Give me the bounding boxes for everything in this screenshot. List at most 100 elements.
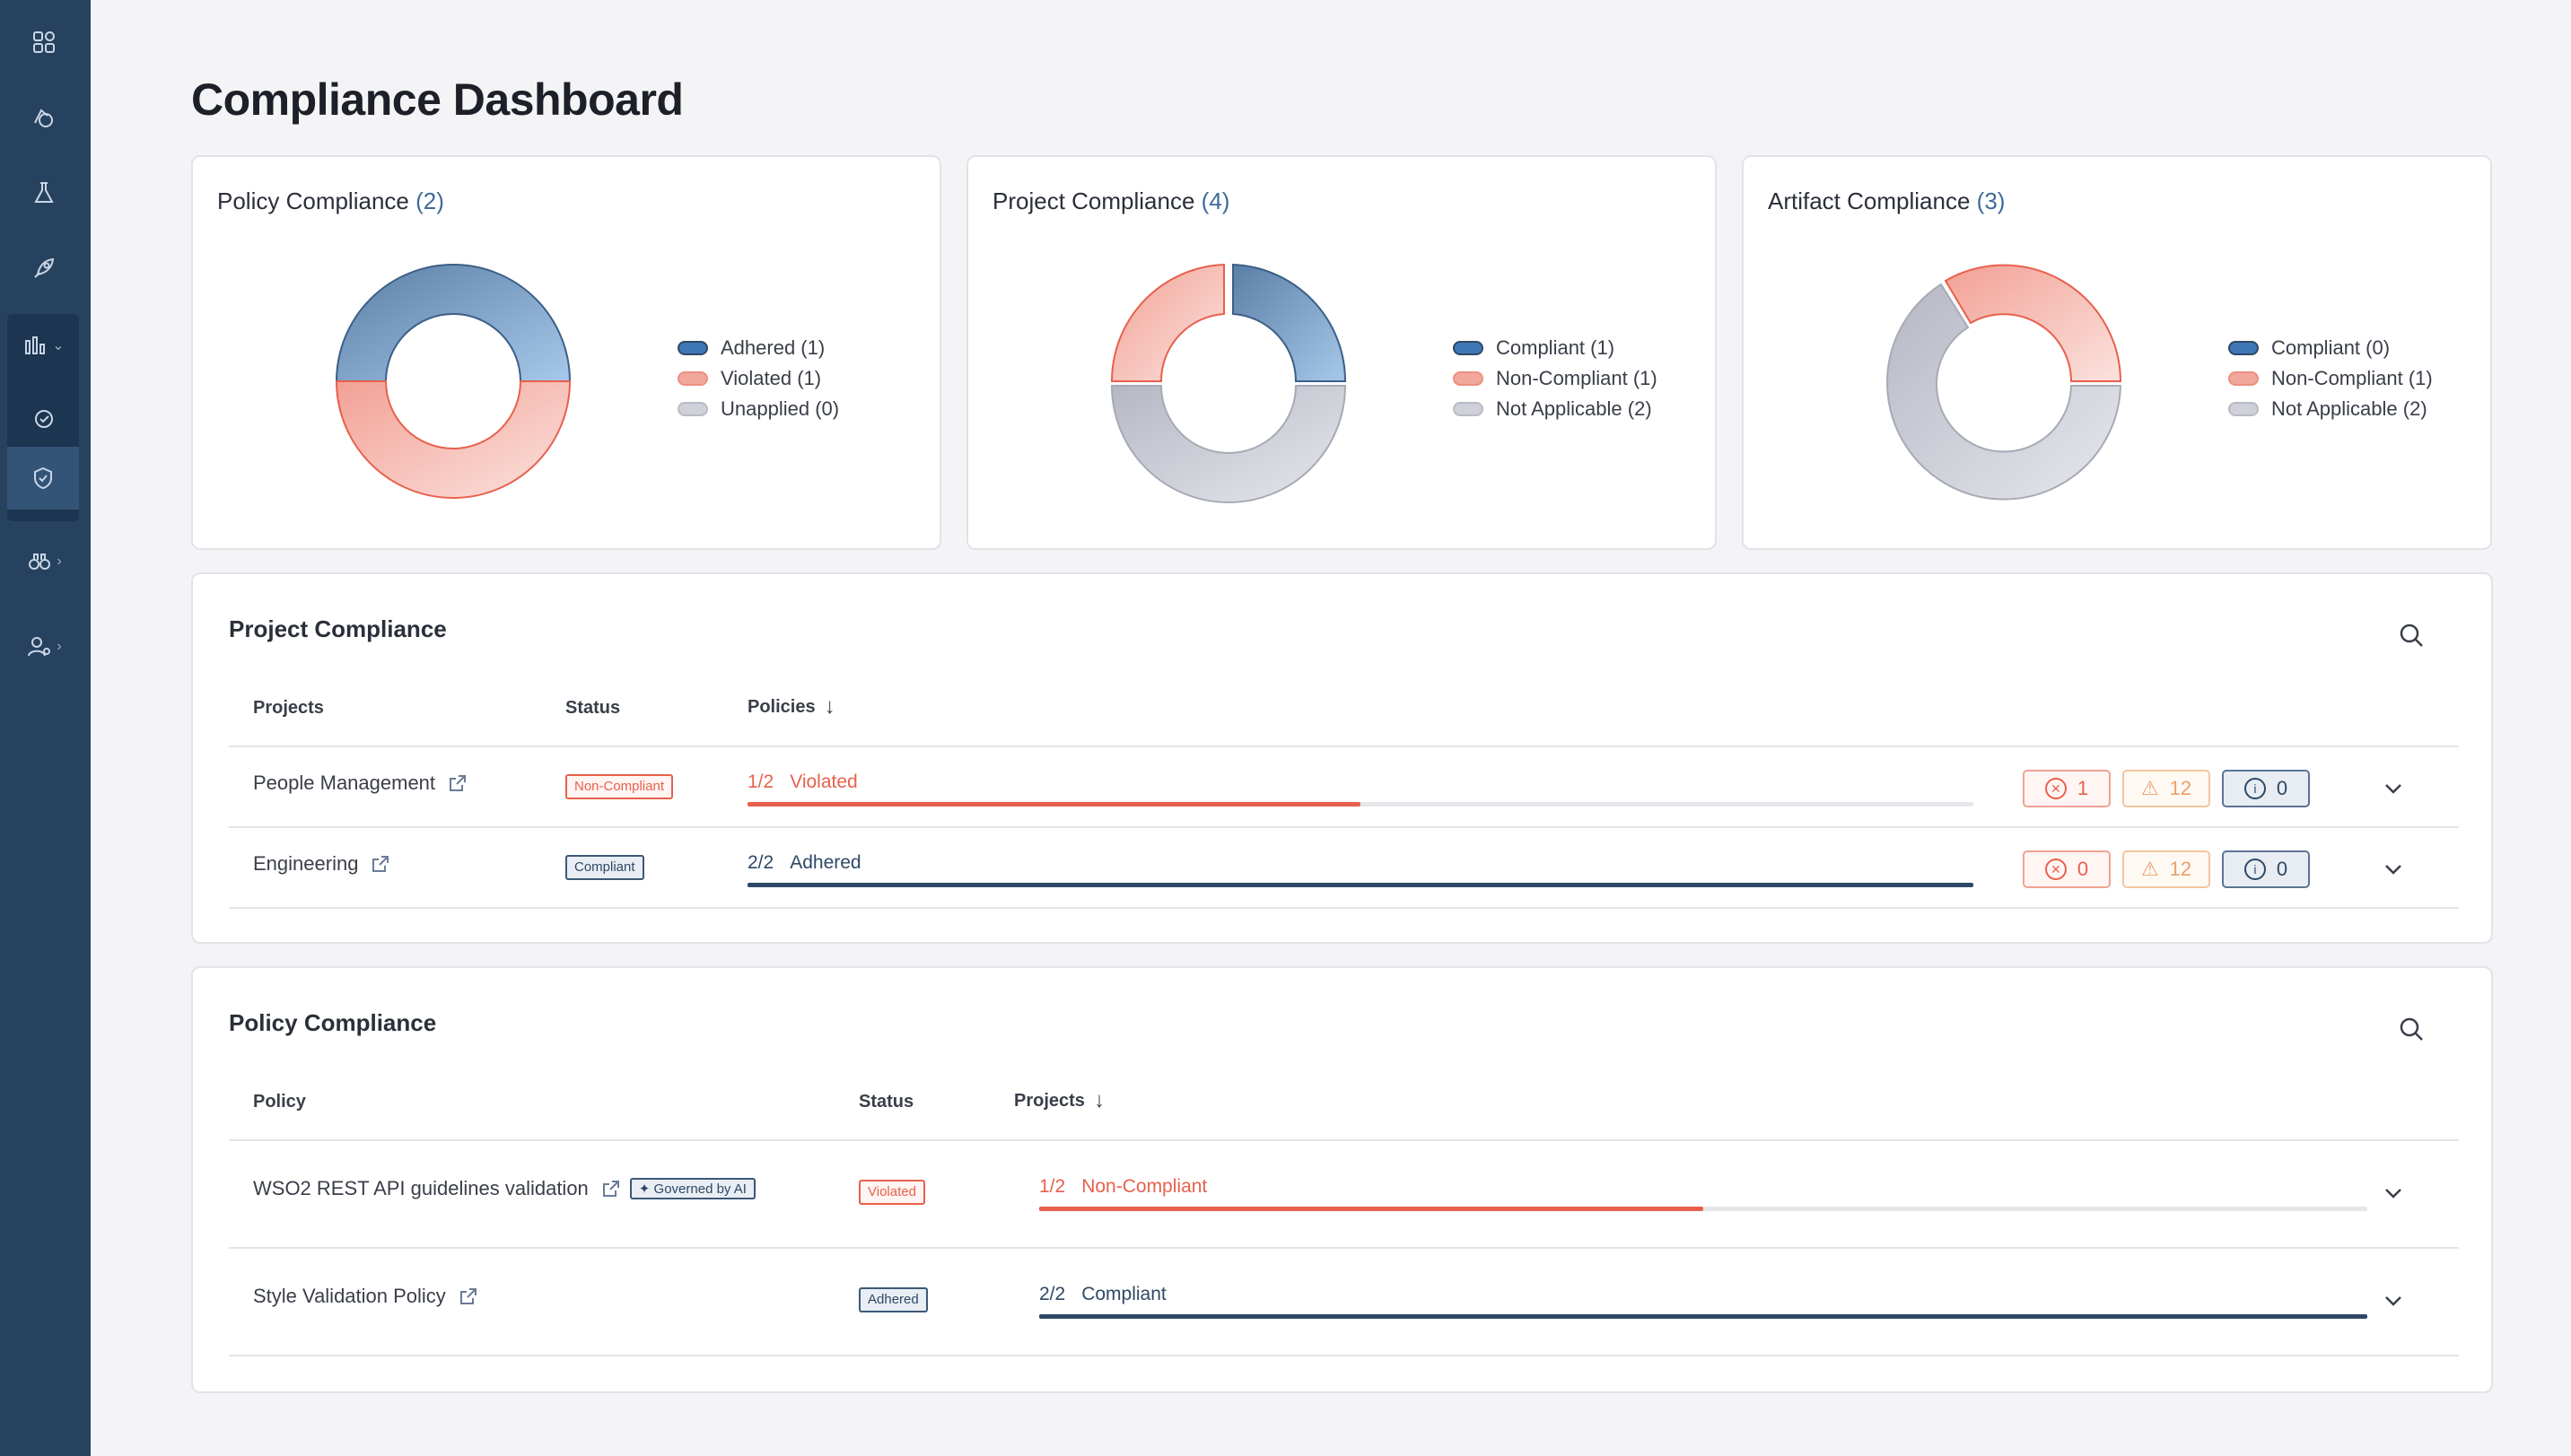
info-icon: i (2243, 778, 2266, 799)
user-settings-icon (28, 637, 51, 657)
policy-compliance-summary-card: Policy Compliance (2) Adhered (1) Violat… (191, 155, 941, 550)
project-compliance-summary-card: Project Compliance (4) Compliant (1) Non… (966, 155, 1717, 550)
divider (229, 745, 2459, 747)
info-icon: i (2243, 859, 2266, 880)
chevron-down-icon (2385, 1189, 2401, 1199)
card-title: Project Compliance (4) (993, 187, 1230, 214)
donut-segment-not-applicable[interactable] (1110, 385, 1347, 503)
donut-segment-compliant[interactable] (1232, 263, 1347, 382)
artifact-compliance-donut-chart (1886, 264, 2122, 501)
progress-bar (748, 883, 1973, 887)
error-count-pill[interactable]: ✕ 0 (2023, 850, 2111, 888)
grid-icon (33, 31, 55, 53)
project-compliance-donut-chart (1110, 263, 1347, 503)
table-title: Policy Compliance (229, 1009, 437, 1036)
policy-compliance-table-card: Policy Compliance Policy Status Projects… (191, 966, 2493, 1393)
artifact-compliance-summary-card: Artifact Compliance (3) Compliant (0) No… (1742, 155, 2492, 550)
warning-icon: ⚠ (2140, 858, 2159, 880)
sidebar-item-observe[interactable]: › (9, 530, 79, 593)
progress-bar (748, 802, 1973, 806)
legend-item-not-applicable: Not Applicable (2) (1453, 394, 1657, 424)
divider (229, 907, 2459, 909)
donut-segment-non-compliant[interactable] (1110, 263, 1225, 382)
progress-label: 1/2 Non-Compliant (1039, 1176, 1208, 1197)
progress-label: 1/2 Violated (748, 772, 858, 792)
progress-bar (1039, 1207, 2367, 1211)
policy-name: Style Validation Policy (253, 1285, 478, 1308)
sidebar-item-admin[interactable]: › (9, 615, 79, 678)
donut-segment-adhered[interactable] (335, 264, 572, 382)
warning-count-pill[interactable]: ⚠ 12 (2122, 770, 2210, 807)
progress-fill (748, 802, 1360, 806)
sidebar-item-home[interactable] (9, 11, 79, 74)
project-name: People Management (253, 772, 468, 795)
chevron-right-icon: › (57, 639, 62, 654)
progress-fill (748, 883, 1973, 887)
external-link-icon[interactable] (459, 1286, 478, 1306)
sidebar-item-deploy[interactable] (9, 237, 79, 300)
column-header-projects[interactable]: Projects ↓ (1014, 1088, 1105, 1112)
legend-item-adhered: Adhered (1) (678, 333, 839, 363)
external-link-icon[interactable] (371, 854, 390, 874)
legend-item-unapplied: Unapplied (0) (678, 394, 839, 424)
legend-item-compliant: Compliant (1) (1453, 333, 1657, 363)
sidebar-item-compliance[interactable] (7, 447, 79, 510)
donut-segment-not-applicable[interactable] (1886, 283, 2122, 501)
status-badge: Adhered (859, 1287, 928, 1312)
flask-icon (34, 182, 54, 203)
search-button[interactable] (2393, 1011, 2429, 1047)
column-header-policy: Policy (253, 1092, 306, 1112)
legend-item-non-compliant: Non-Compliant (1) (2228, 363, 2433, 394)
status-badge: Non-Compliant (565, 774, 674, 799)
sparkle-icon: ✦ (638, 1181, 654, 1197)
external-link-icon[interactable] (601, 1179, 621, 1199)
chart-legend: Compliant (0) Non-Compliant (1) Not Appl… (2228, 333, 2433, 424)
column-header-projects: Projects (253, 698, 324, 718)
sort-down-icon: ↓ (1093, 1088, 1105, 1112)
sidebar-item-design[interactable] (9, 87, 79, 150)
error-icon: ✕ (2044, 859, 2067, 880)
column-header-status: Status (565, 698, 621, 718)
sort-down-icon: ↓ (824, 694, 835, 719)
external-link-icon[interactable] (448, 773, 468, 793)
error-count-pill[interactable]: ✕ 1 (2023, 770, 2111, 807)
status-badge: Violated (859, 1180, 925, 1205)
expand-row-button[interactable] (2378, 1286, 2409, 1316)
column-header-status: Status (859, 1092, 914, 1112)
chevron-right-icon: › (57, 554, 62, 569)
sidebar-item-test[interactable] (9, 161, 79, 224)
warning-count-pill[interactable]: ⚠ 12 (2122, 850, 2210, 888)
legend-item-non-compliant: Non-Compliant (1) (1453, 363, 1657, 394)
expand-row-button[interactable] (2378, 773, 2409, 804)
legend-item-compliant: Compliant (0) (2228, 333, 2433, 363)
project-name: Engineering (253, 852, 390, 876)
chevron-down-icon (2385, 784, 2401, 794)
bar-chart-icon (25, 336, 46, 354)
chart-legend: Compliant (1) Non-Compliant (1) Not Appl… (1453, 333, 1657, 424)
page-title: Compliance Dashboard (191, 74, 684, 125)
donut-segment-violated[interactable] (335, 380, 572, 499)
rocket-icon (34, 257, 55, 278)
search-button[interactable] (2393, 617, 2429, 653)
shield-icon (34, 466, 52, 490)
policy-compliance-donut-chart (335, 264, 572, 499)
divider (229, 1355, 2459, 1356)
divider (229, 1139, 2459, 1141)
chart-legend: Adhered (1) Violated (1) Unapplied (0) (678, 333, 839, 424)
policy-name: WSO2 REST API guidelines validation ✦ Go… (253, 1177, 756, 1200)
binoculars-icon (29, 554, 51, 570)
divider (229, 1247, 2459, 1249)
ai-governed-badge: ✦ Governed by AI (629, 1178, 756, 1199)
donut-segment-non-compliant[interactable] (1944, 264, 2122, 382)
divider (229, 826, 2459, 828)
sidebar-item-insights[interactable]: ⌄ (7, 314, 79, 377)
sidebar-item-governance-overview[interactable] (9, 388, 79, 450)
error-icon: ✕ (2044, 778, 2067, 799)
expand-row-button[interactable] (2378, 1178, 2409, 1208)
legend-item-not-applicable: Not Applicable (2) (2228, 394, 2433, 424)
sidebar: ⌄ › › (0, 0, 91, 1456)
column-header-policies[interactable]: Policies ↓ (748, 694, 835, 719)
expand-row-button[interactable] (2378, 854, 2409, 885)
